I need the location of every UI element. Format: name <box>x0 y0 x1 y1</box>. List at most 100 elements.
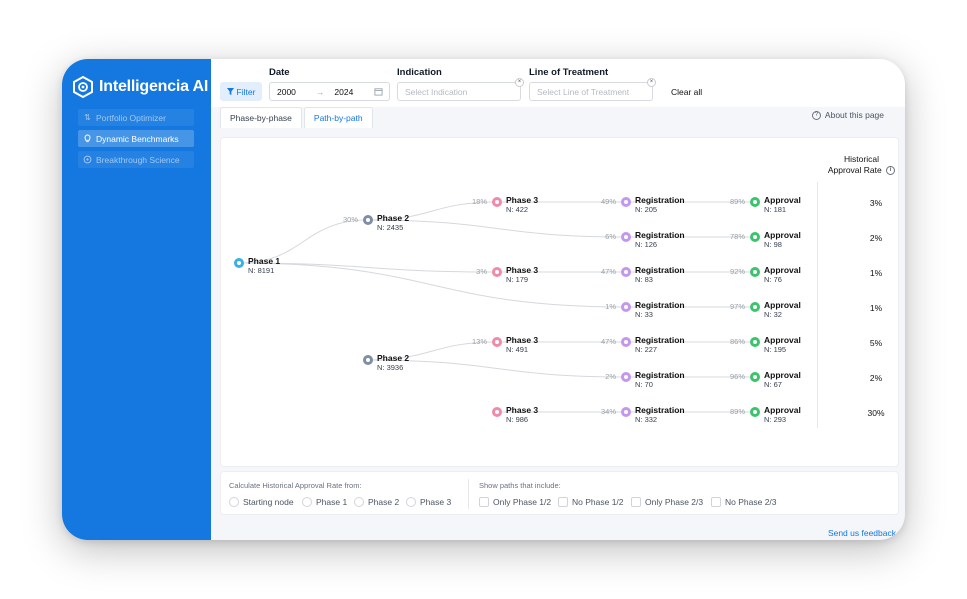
phase2-dot-icon <box>363 355 373 365</box>
node-name: Registration <box>635 300 685 310</box>
sidebar-item-breakthrough-science[interactable]: Breakthrough Science <box>78 151 194 168</box>
checkbox-box <box>711 497 721 507</box>
transition-pct-r3-a3: 92% <box>729 267 745 276</box>
approval-dot-icon <box>750 267 760 277</box>
node-name: Phase 3 <box>506 405 539 415</box>
option-label: Phase 3 <box>420 497 452 507</box>
node-r6[interactable]: Registration N: 70 <box>621 370 685 390</box>
transition-pct-r2-a2: 78% <box>729 232 745 241</box>
phase3-dot-icon <box>492 267 502 277</box>
indication-select[interactable]: Select Indication × <box>397 78 524 101</box>
node-a2[interactable]: Approval N: 98 <box>750 230 801 250</box>
node-a5[interactable]: Approval N: 195 <box>750 335 801 355</box>
approval-dot-icon <box>750 337 760 347</box>
sidebar-item-dynamic-benchmarks[interactable]: Dynamic Benchmarks <box>78 130 194 147</box>
node-count: N: 33 <box>635 310 653 319</box>
node-p1[interactable]: Phase 1 N: 8191 <box>234 256 280 276</box>
checkbox-box <box>479 497 489 507</box>
node-r4[interactable]: Registration N: 33 <box>621 300 685 320</box>
close-icon[interactable]: × <box>515 78 524 87</box>
header-line-1: Historical <box>844 154 879 164</box>
node-p2a[interactable]: Phase 2 N: 2435 <box>363 213 409 233</box>
checkbox-only-phase-1-2[interactable]: Only Phase 1/2 <box>479 497 551 507</box>
clear-all-button[interactable]: Clear all <box>671 87 703 97</box>
checkbox-only-phase-2-3[interactable]: Only Phase 2/3 <box>631 497 703 507</box>
calendar-icon[interactable] <box>374 87 383 98</box>
node-label: Approval N: 98 <box>764 230 801 250</box>
tab-phase-by-phase[interactable]: Phase-by-phase <box>220 107 302 128</box>
transition-pct-p3-1-r1: 49% <box>600 197 616 206</box>
radio-circle <box>406 497 416 507</box>
transition-pct-r6-a6: 96% <box>729 372 745 381</box>
filter-button[interactable]: Filter <box>220 82 262 101</box>
options-bar: Calculate Historical Approval Rate from:… <box>220 471 899 515</box>
node-p3-4[interactable]: Phase 3 N: 986 <box>492 405 538 425</box>
checkbox-no-phase-2-3[interactable]: No Phase 2/3 <box>711 497 777 507</box>
node-p3-3[interactable]: Phase 3 N: 491 <box>492 335 538 355</box>
node-count: N: 76 <box>764 275 782 284</box>
sidebar-item-portfolio-optimizer[interactable]: ⇅ Portfolio Optimizer <box>78 109 194 126</box>
view-tabs: Phase-by-phase Path-by-path <box>220 107 373 128</box>
date-from: 2000 <box>277 86 296 97</box>
registration-dot-icon <box>621 407 631 417</box>
node-p3-2[interactable]: Phase 3 N: 179 <box>492 265 538 285</box>
date-arrow: → <box>315 86 325 97</box>
node-r1[interactable]: Registration N: 205 <box>621 195 685 215</box>
node-count: N: 3936 <box>377 363 404 372</box>
node-r3[interactable]: Registration N: 83 <box>621 265 685 285</box>
edge-p2b-r6 <box>367 359 627 378</box>
path-edges <box>238 201 755 413</box>
phase2-dot-icon <box>363 215 373 225</box>
node-name: Phase 3 <box>506 195 539 205</box>
node-a3[interactable]: Approval N: 76 <box>750 265 801 285</box>
tab-path-by-path[interactable]: Path-by-path <box>303 107 373 128</box>
node-a7[interactable]: Approval N: 293 <box>750 405 801 425</box>
node-r5[interactable]: Registration N: 227 <box>621 335 685 355</box>
close-icon[interactable]: × <box>647 78 656 87</box>
indication-label: Indication <box>397 67 442 78</box>
phase3-dot-icon <box>492 337 502 347</box>
transition-pct-p2a-r2: 6% <box>605 232 616 241</box>
registration-dot-icon <box>621 197 631 207</box>
node-a6[interactable]: Approval N: 67 <box>750 370 801 390</box>
logo-icon <box>73 75 93 99</box>
line-of-treatment-label: Line of Treatment <box>529 67 609 78</box>
radio-phase-1[interactable]: Phase 1 <box>302 497 347 507</box>
checkbox-no-phase-1-2[interactable]: No Phase 1/2 <box>558 497 624 507</box>
radio-starting-node[interactable]: Starting node <box>229 497 294 507</box>
node-label: Registration N: 227 <box>635 335 685 355</box>
node-r2[interactable]: Registration N: 126 <box>621 230 685 250</box>
line-of-treatment-select[interactable]: Select Line of Treatment × <box>529 78 656 101</box>
node-label: Phase 1 N: 8191 <box>248 256 280 276</box>
transition-pct-r1-a1: 89% <box>729 197 745 206</box>
node-a1[interactable]: Approval N: 181 <box>750 195 801 215</box>
sidebar: Intelligencia AI ⇅ Portfolio Optimizer D… <box>62 59 211 540</box>
node-count: N: 293 <box>764 415 787 424</box>
node-count: N: 179 <box>506 275 529 284</box>
node-count: N: 195 <box>764 345 787 354</box>
radio-phase-2[interactable]: Phase 2 <box>354 497 399 507</box>
node-p2b[interactable]: Phase 2 N: 3936 <box>363 353 409 373</box>
checkbox-box <box>631 497 641 507</box>
indication-placeholder: Select Indication <box>405 86 468 97</box>
node-r7[interactable]: Registration N: 332 <box>621 405 685 425</box>
node-count: N: 98 <box>764 240 782 249</box>
registration-dot-icon <box>621 232 631 242</box>
node-p3-1[interactable]: Phase 3 N: 422 <box>492 195 538 215</box>
radio-phase-3[interactable]: Phase 3 <box>406 497 451 507</box>
sidebar-item-label: Portfolio Optimizer <box>96 112 166 123</box>
header-line-2-text: Approval Rate <box>827 165 882 175</box>
approval-dot-icon <box>750 302 760 312</box>
option-label: Phase 1 <box>316 497 348 507</box>
send-feedback-link[interactable]: Send us feedback <box>827 528 896 538</box>
node-count: N: 83 <box>635 275 653 284</box>
logo[interactable]: Intelligencia AI <box>71 75 208 99</box>
info-icon[interactable]: i <box>886 166 896 176</box>
node-a4[interactable]: Approval N: 32 <box>750 300 801 320</box>
node-name: Approval <box>764 335 801 345</box>
lightbulb-icon <box>83 134 92 143</box>
approval-dot-icon <box>750 372 760 382</box>
date-range-field[interactable]: 2000 → 2024 <box>269 82 390 101</box>
about-link[interactable]: ? About this page <box>811 110 884 120</box>
option-label: Only Phase 2/3 <box>645 497 704 507</box>
